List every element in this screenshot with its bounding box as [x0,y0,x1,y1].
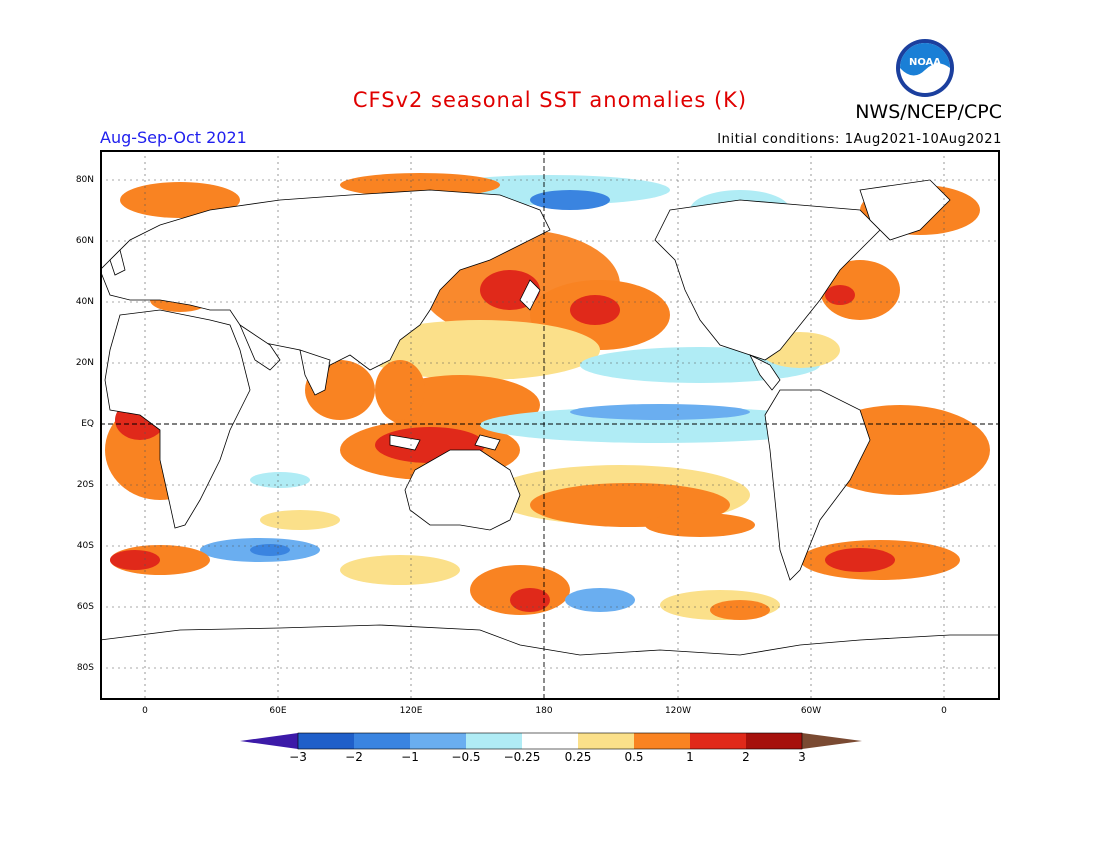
colorbar-swatch [634,733,690,749]
agency-label: NWS/NCEP/CPC [855,101,1002,123]
colorbar-label: 3 [798,750,806,764]
colorbar-label: −0.5 [451,750,481,764]
logo-text: NOAA [909,57,941,68]
lat-label: 60S [76,602,94,612]
forecast-period: Aug-Sep-Oct 2021 [100,128,247,147]
lat-label: EQ [81,419,94,429]
lat-label: 60N [75,236,94,246]
lat-label: 20S [76,480,94,490]
colorbar-label: −0.25 [503,750,541,764]
colorbar-label: −3 [289,750,307,764]
colorbar-swatch [298,733,354,749]
colorbar-swatch [354,733,410,749]
lon-label: 0 [941,706,947,716]
colorbar-swatch [690,733,746,749]
land-masses [100,179,1000,700]
map-title: CFSv2 seasonal SST anomalies (K) [352,88,748,112]
equator-dateline [100,150,1000,700]
colorbar-label: −2 [345,750,363,764]
colorbar-swatch [802,733,862,749]
lat-label: 40N [75,297,94,307]
lon-label: 60W [800,706,822,716]
colorbar-swatch [240,733,298,749]
colorbar-label: 0.25 [564,750,592,764]
colorbar-swatch [746,733,802,749]
lat-label: 80N [75,175,94,185]
lon-label: 60E [269,706,287,716]
colorbar-swatch [466,733,522,749]
noaa-logo-icon: NOAA [896,39,954,97]
colorbar-label: −1 [401,750,419,764]
lon-label: 120E [399,706,423,716]
colorbar-swatch [410,733,466,749]
lon-label: 180 [535,706,553,716]
colorbar-label: 1 [686,750,694,764]
lon-label: 0 [142,706,148,716]
colorbar-label: 2 [742,750,750,764]
map-frame [100,150,1000,700]
lon-label: 120W [664,706,692,716]
initial-conditions: Initial conditions: 1Aug2021-10Aug2021 [717,132,1002,147]
lat-label: 80S [76,663,94,673]
lat-label: 40S [76,541,94,551]
lat-label: 20N [75,358,94,368]
color-scale-bar [240,732,862,750]
sst-anomaly-map [100,150,1000,700]
colorbar-swatch [578,733,634,749]
lat-lon-grid [100,150,1000,700]
colorbar-swatch [522,733,578,749]
colorbar-label: 0.5 [624,750,644,764]
